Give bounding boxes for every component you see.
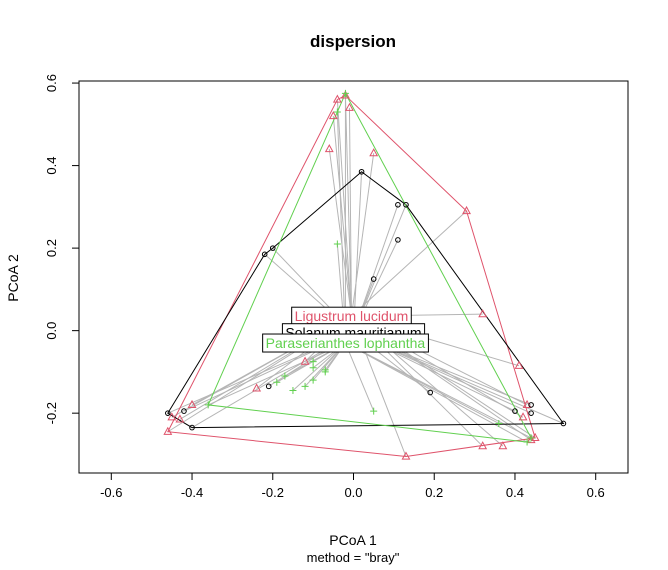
point-plus: [204, 401, 212, 409]
point-triangle: [462, 205, 471, 215]
spider-segment: [350, 153, 375, 317]
point-triangle: [401, 451, 411, 460]
chart-subtitle: method = "bray": [307, 550, 400, 565]
y-tick-label: 0.0: [44, 322, 59, 340]
y-tick-label: 0.6: [44, 74, 59, 92]
hull-circle: [167, 171, 565, 429]
point-triangle: [167, 412, 177, 421]
point-circle: [395, 201, 401, 208]
point-circle: [269, 245, 276, 251]
point-triangle: [345, 102, 354, 111]
point-triangle: [332, 94, 342, 103]
point-plus: [333, 108, 341, 116]
point-circle: [181, 408, 187, 414]
point-plus: [527, 434, 535, 442]
spider-segments: [167, 93, 564, 457]
point-circle: [370, 276, 377, 282]
group-label-text: Paraserianthes lophantha: [266, 335, 426, 351]
point-plus: [309, 376, 317, 384]
group-label: Ligustrum lucidum: [291, 306, 412, 326]
point-circle: [528, 410, 534, 416]
point-triangle: [369, 148, 379, 157]
point-plus: [333, 240, 341, 248]
point-triangle: [175, 414, 185, 423]
point-triangle: [518, 412, 528, 421]
x-axis-label: PCoA 1: [329, 532, 377, 548]
point-circle: [358, 168, 365, 175]
point-plus: [309, 358, 317, 366]
spider-segment: [336, 99, 352, 317]
point-circle: [395, 237, 401, 243]
point-plus: [321, 366, 329, 374]
spider-segment: [345, 342, 500, 424]
x-axis: -0.6 -0.4 -0.2 0.0 0.2 0.4 0.6: [100, 472, 605, 500]
y-tick-label: 0.2: [44, 239, 59, 257]
y-tick-label: 0.4: [44, 157, 59, 175]
point-triangle: [252, 383, 262, 392]
point-circle: [560, 420, 567, 427]
point-triangle: [163, 426, 173, 435]
y-axis-label: PCoA 2: [5, 254, 21, 302]
point-triangle: [526, 434, 536, 444]
spider-segment: [336, 111, 346, 344]
x-tick-label: -0.6: [100, 485, 122, 500]
point-triangle: [498, 441, 508, 450]
x-tick-label: 0.4: [506, 485, 524, 500]
spider-segment: [348, 107, 352, 317]
x-tick-label: -0.4: [181, 485, 203, 500]
point-circle: [512, 408, 518, 414]
point-plus: [341, 89, 349, 97]
point-circle: [528, 402, 534, 408]
hull-triangle: [167, 94, 536, 457]
hull-plus: [207, 92, 532, 443]
point-triangle: [530, 432, 540, 442]
x-tick-label: 0.6: [587, 485, 605, 500]
point-plus: [370, 407, 378, 415]
point-plus: [495, 419, 503, 427]
plot-frame: [78, 80, 629, 474]
point-triangle: [328, 111, 338, 120]
point-circle: [165, 410, 171, 416]
spider-segment: [207, 342, 346, 406]
point-circle: [403, 201, 409, 208]
point-plus: [281, 372, 289, 380]
spider-segment: [353, 171, 363, 333]
spider-segment: [345, 342, 528, 443]
point-circle: [427, 389, 433, 396]
x-tick-label: 0.0: [344, 485, 362, 500]
chart-title: dispersion: [310, 32, 396, 51]
point-circle: [189, 424, 195, 431]
x-tick-label: 0.2: [425, 485, 443, 500]
y-tick-label: -0.2: [44, 402, 59, 424]
point-triangle: [514, 360, 524, 369]
data-points: [163, 89, 567, 460]
point-triangle: [478, 309, 488, 318]
y-axis: -0.2 0.0 0.2 0.4 0.6: [44, 74, 80, 424]
point-triangle: [300, 356, 310, 365]
group-label: Paraserianthes lophantha: [262, 333, 429, 353]
point-triangle: [478, 441, 488, 450]
point-circle: [261, 251, 268, 258]
spider-segment: [344, 95, 352, 317]
point-plus: [309, 364, 317, 372]
point-plus: [289, 386, 297, 394]
point-plus: [523, 438, 531, 446]
point-plus: [273, 378, 281, 386]
spider-segment: [344, 342, 375, 412]
group-label-box: [262, 333, 429, 353]
point-plus: [301, 382, 309, 390]
point-triangle: [340, 90, 350, 99]
x-tick-label: -0.2: [262, 485, 284, 500]
spider-segment: [328, 149, 352, 317]
point-triangle: [324, 144, 334, 153]
point-triangle: [187, 399, 197, 409]
group-label-text: Ligustrum lucidum: [295, 308, 409, 324]
group-hulls: [167, 92, 565, 457]
spider-segment: [332, 116, 352, 317]
spider-segment: [351, 210, 467, 317]
point-circle: [265, 383, 272, 390]
